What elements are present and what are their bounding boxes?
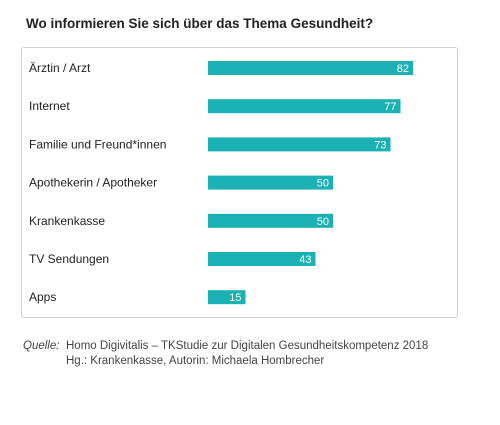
category-label: Internet (29, 99, 70, 113)
category-label: Krankenkasse (29, 214, 105, 228)
source-line-1: Homo Digivitalis – TKStudie zur Digitale… (66, 340, 429, 352)
source-text: Homo Digivitalis – TKStudie zur Digitale… (66, 339, 428, 369)
category-label: TV Sendungen (29, 252, 109, 266)
source-line-2: Hg.: Krankenkasse, Autorin: Michaela Hom… (66, 355, 325, 367)
chart-card: Ärztin / Arzt 82 Internet 77 Familie und Fre… (21, 47, 458, 318)
category-label: Apothekerin / Apotheker (29, 176, 157, 190)
bar (208, 175, 333, 190)
source-label: Quelle: (23, 340, 60, 352)
source-note: Quelle: Homo Digivitalis – TKStudie zur … (23, 339, 428, 369)
bar (208, 61, 413, 75)
bar (208, 290, 246, 305)
bar (208, 213, 333, 228)
bar-chart: Ärztin / Arzt 82 Internet 77 Familie und Fre… (29, 61, 413, 305)
value-label: 77 (384, 101, 396, 113)
value-label: 15 (229, 292, 241, 304)
category-label: Familie und Freund*innen (29, 137, 166, 151)
bar (208, 99, 401, 114)
value-label: 82 (397, 63, 409, 75)
value-label: 43 (299, 254, 311, 266)
value-label: 50 (317, 216, 329, 228)
bar (208, 252, 316, 266)
bar (208, 137, 391, 152)
chart-title: Wo informieren Sie sich über das Thema G… (26, 16, 374, 31)
value-label: 73 (374, 139, 386, 151)
category-label: Apps (29, 290, 56, 304)
value-label: 50 (317, 178, 329, 190)
category-label: Ärztin / Arzt (29, 61, 91, 75)
